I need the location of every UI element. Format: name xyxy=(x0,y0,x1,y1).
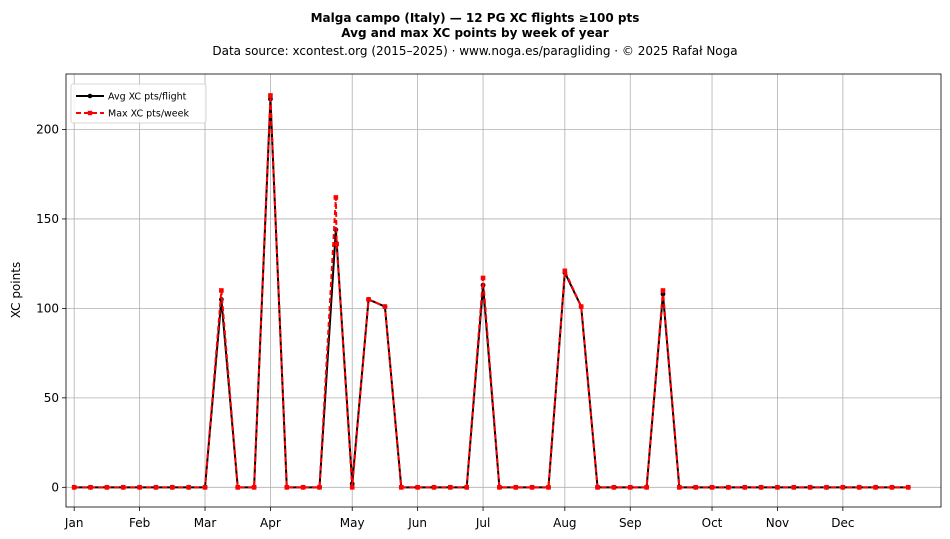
x-tick-label: Feb xyxy=(129,516,150,530)
y-tick-label: 50 xyxy=(44,391,59,405)
max-point xyxy=(120,485,126,490)
series-layer xyxy=(71,93,911,490)
max-point xyxy=(529,485,535,490)
max-point xyxy=(595,485,600,490)
legend-max-label: Max XC pts/week xyxy=(108,109,189,120)
max-point xyxy=(513,485,519,490)
tick-layer: Jan Feb Mar Apr May Jun Jul Aug Sep Oct Nov Dec 0 50 1… xyxy=(36,122,854,530)
max-point xyxy=(742,485,748,490)
max-point xyxy=(856,485,862,490)
max-point xyxy=(627,485,633,490)
max-point xyxy=(300,485,306,490)
x-tick-label: Jun xyxy=(407,516,427,530)
max-point xyxy=(791,485,797,490)
x-tick-label: Aug xyxy=(553,516,576,530)
x-tick-label: Dec xyxy=(831,516,854,530)
y-tick-label: 200 xyxy=(36,122,59,136)
max-point xyxy=(333,195,339,200)
legend-box xyxy=(70,83,207,124)
max-point xyxy=(480,275,486,281)
max-point xyxy=(235,485,241,490)
max-point xyxy=(464,485,470,490)
legend: Avg XC pts/flight Max XC pts/week xyxy=(70,83,207,124)
max-point xyxy=(840,485,846,490)
max-point xyxy=(578,304,584,309)
x-tick-label: Mar xyxy=(194,516,217,530)
max-point xyxy=(284,485,290,490)
y-tick-label: 150 xyxy=(36,212,59,226)
y-axis-label: XC points xyxy=(9,262,23,318)
max-point xyxy=(349,485,355,490)
max-point xyxy=(873,485,878,490)
max-point xyxy=(170,485,175,490)
max-point xyxy=(905,485,911,490)
max-point xyxy=(219,288,224,293)
chart-title: Malga campo (Italy) — 12 PG XC flights ≥… xyxy=(311,11,640,25)
max-point xyxy=(448,485,453,490)
max-point xyxy=(366,297,371,302)
max-point xyxy=(824,485,829,490)
max-point xyxy=(251,485,257,490)
y-tick-label: 0 xyxy=(51,480,59,494)
max-point xyxy=(88,485,93,490)
plot-frame xyxy=(65,73,942,508)
max-point xyxy=(693,485,698,490)
x-tick-label: Nov xyxy=(766,516,789,530)
x-tick-label: Oct xyxy=(702,516,723,530)
max-point xyxy=(398,485,404,490)
max-point xyxy=(431,485,437,490)
max-point xyxy=(104,485,110,490)
max-point xyxy=(497,485,502,490)
max-point xyxy=(562,268,568,274)
max-point xyxy=(382,304,388,309)
max-point xyxy=(202,485,208,490)
x-tick-label: May xyxy=(340,516,365,530)
max-point xyxy=(644,485,649,490)
max-point xyxy=(71,485,77,490)
max-point xyxy=(758,485,764,490)
legend-avg-marker xyxy=(87,93,93,99)
max-point xyxy=(726,485,731,490)
max-point xyxy=(889,485,895,490)
max-point xyxy=(660,288,666,293)
x-tick-label: Jul xyxy=(475,516,490,530)
max-point xyxy=(137,485,142,490)
max-point xyxy=(775,485,780,490)
max-point xyxy=(611,485,617,490)
x-tick-label: Jan xyxy=(64,516,84,530)
chart-source: Data source: xcontest.org (2015–2025) · … xyxy=(212,44,737,58)
max-point xyxy=(677,485,682,490)
x-tick-label: Sep xyxy=(619,516,642,530)
max-point xyxy=(153,485,159,490)
max-point xyxy=(334,241,339,247)
plot-area xyxy=(66,74,941,507)
x-tick-label: Apr xyxy=(260,516,281,530)
legend-avg-label: Avg XC pts/flight xyxy=(108,92,187,103)
chart-subtitle: Avg and max XC points by week of year xyxy=(341,26,609,40)
max-point xyxy=(317,485,322,490)
legend-max-marker xyxy=(87,110,93,116)
max-point xyxy=(186,485,191,490)
max-point xyxy=(415,485,420,490)
max-point xyxy=(546,485,551,490)
max-point xyxy=(268,93,273,98)
max-point xyxy=(807,485,813,490)
max-point xyxy=(709,485,715,490)
y-tick-label: 100 xyxy=(36,301,59,315)
